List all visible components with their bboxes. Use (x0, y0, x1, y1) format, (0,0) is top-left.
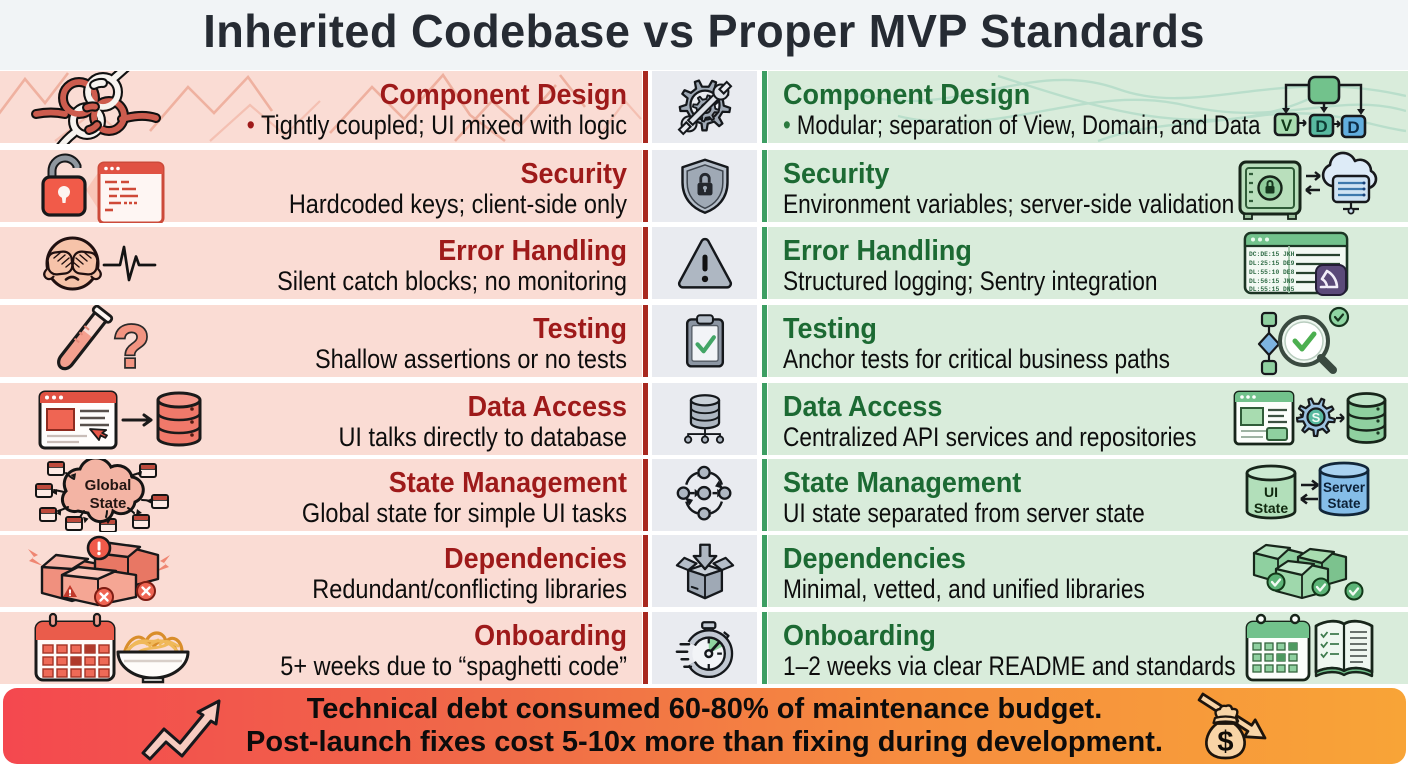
svg-text:S: S (1312, 410, 1321, 425)
svg-text:Global: Global (85, 477, 132, 494)
svg-text:$: $ (1217, 726, 1233, 758)
svg-text:?: ? (113, 313, 150, 378)
svg-text:DL:55:10 DE8: DL:55:10 DE8 (1249, 269, 1295, 276)
svg-text:State: State (1254, 500, 1288, 516)
svg-text:DL:56:15 JN9: DL:56:15 JN9 (1249, 278, 1295, 285)
svg-text:DC:DE:15 JKH: DC:DE:15 JKH (1249, 251, 1295, 258)
svg-text:State: State (90, 495, 127, 512)
svg-text:State: State (1327, 496, 1361, 511)
svg-text:D: D (1315, 117, 1327, 136)
svg-text:Server: Server (1323, 480, 1366, 495)
svg-text:DL:55:15 DN5: DL:55:15 DN5 (1249, 286, 1295, 293)
svg-text:V: V (1281, 116, 1293, 135)
svg-text:UI: UI (1264, 484, 1278, 500)
svg-text:D: D (1347, 118, 1359, 137)
svg-text:DL:25:15 DE9: DL:25:15 DE9 (1249, 260, 1295, 267)
